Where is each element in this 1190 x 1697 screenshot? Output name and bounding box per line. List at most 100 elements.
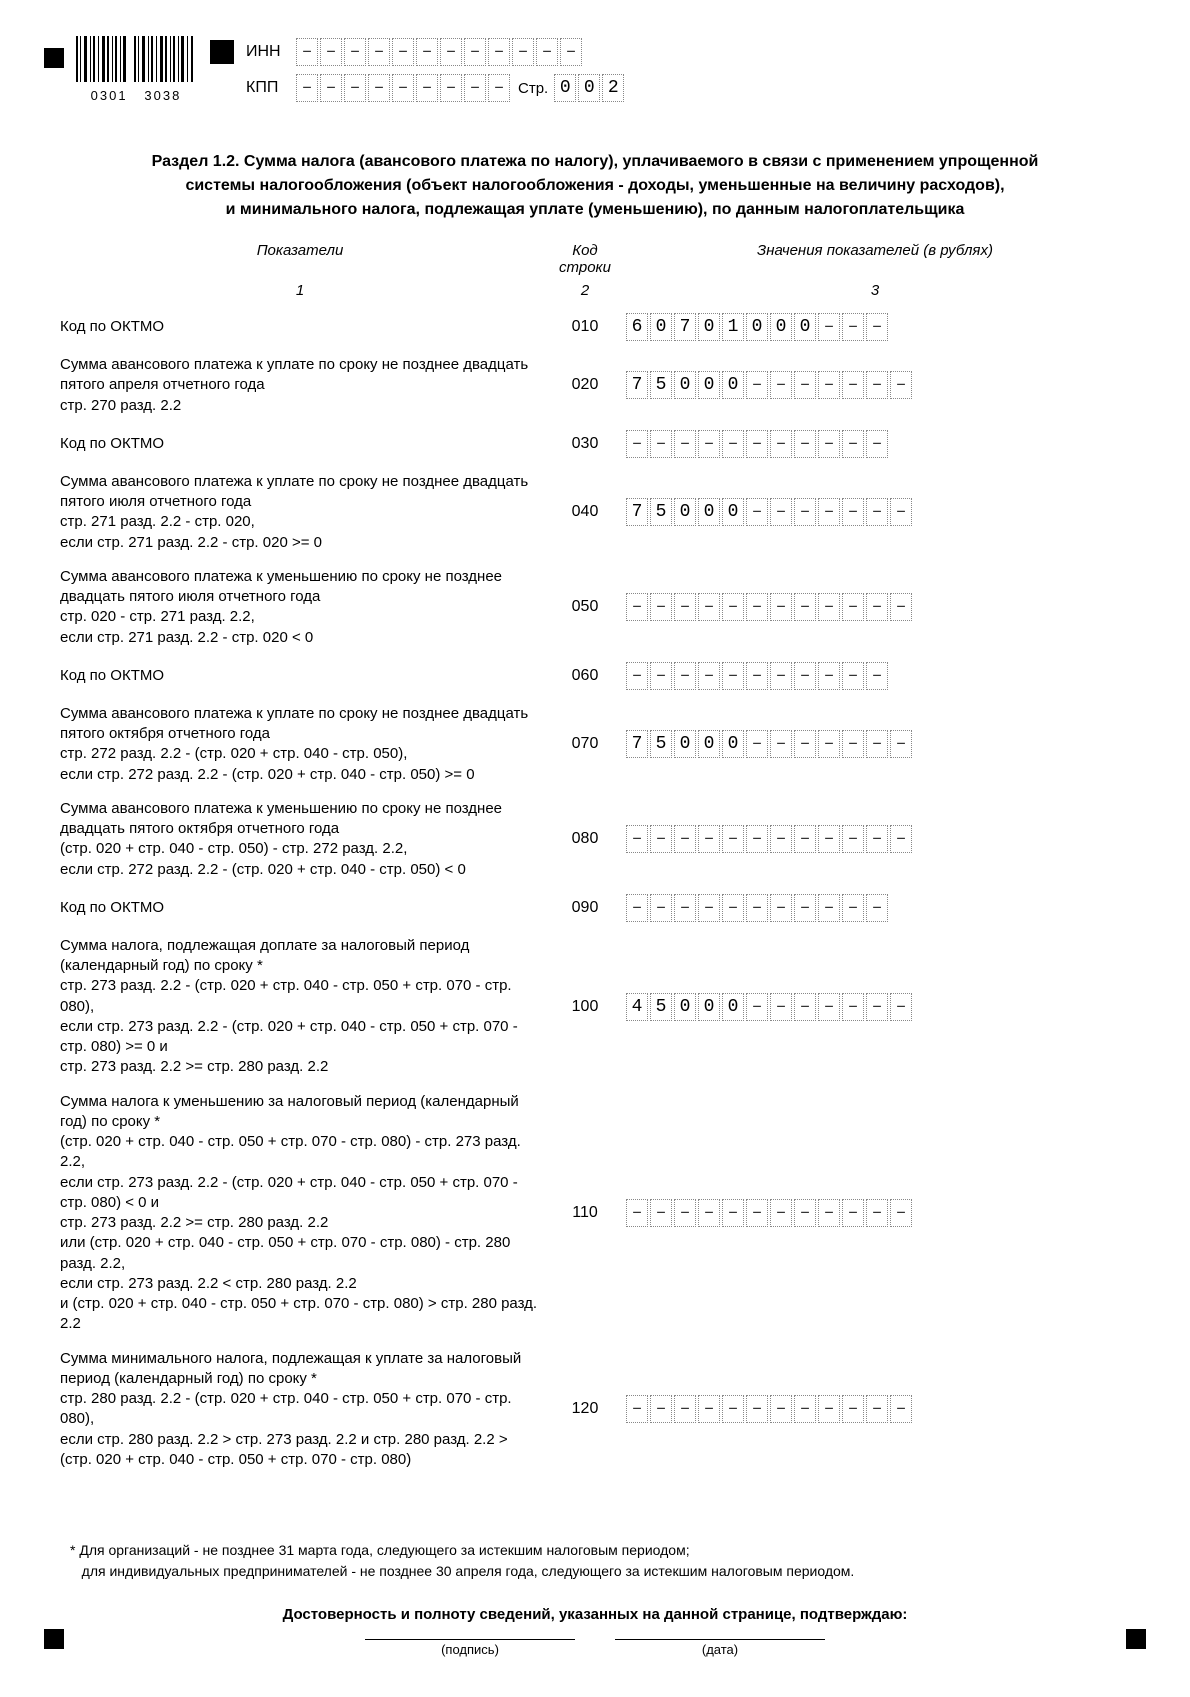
table-row: Код по ОКТМО030 bbox=[60, 430, 1130, 458]
kpp-label: КПП bbox=[246, 79, 296, 97]
table-row: Сумма авансового платежа к уплате по сро… bbox=[60, 355, 1130, 416]
cell: 5 bbox=[650, 993, 672, 1021]
cell bbox=[440, 74, 462, 102]
table-row: Сумма авансового платежа к уменьшению по… bbox=[60, 799, 1130, 880]
cell bbox=[866, 993, 888, 1021]
cell bbox=[842, 662, 864, 690]
corner-marker-br bbox=[1126, 1629, 1146, 1649]
kpp-cells bbox=[296, 74, 510, 102]
cell bbox=[674, 825, 696, 853]
th-sub1: 1 bbox=[60, 282, 550, 299]
footnote-l1: * Для организаций - не позднее 31 марта … bbox=[70, 1542, 690, 1558]
cell bbox=[650, 430, 672, 458]
cell: 4 bbox=[626, 993, 648, 1021]
row-value: 75000 bbox=[620, 498, 1130, 526]
cell bbox=[770, 593, 792, 621]
cell bbox=[866, 825, 888, 853]
cell bbox=[842, 993, 864, 1021]
cell bbox=[746, 894, 768, 922]
cell bbox=[650, 662, 672, 690]
cell bbox=[698, 430, 720, 458]
cell bbox=[320, 38, 342, 66]
row-description: Сумма минимального налога, подлежащая к … bbox=[60, 1349, 550, 1471]
cell bbox=[392, 38, 414, 66]
signature-label: (подпись) bbox=[441, 1642, 499, 1657]
cell bbox=[794, 430, 816, 458]
cell bbox=[674, 1199, 696, 1227]
table-row: Сумма налога, подлежащая доплате за нало… bbox=[60, 936, 1130, 1078]
cell bbox=[440, 38, 462, 66]
cell bbox=[794, 730, 816, 758]
cell bbox=[488, 38, 510, 66]
cell bbox=[866, 1199, 888, 1227]
cell bbox=[722, 430, 744, 458]
th-code: Код строки bbox=[550, 242, 620, 276]
signature-row: (подпись) (дата) bbox=[60, 1639, 1130, 1657]
section-title: Раздел 1.2. Сумма налога (авансового пла… bbox=[60, 150, 1130, 222]
cell bbox=[650, 1395, 672, 1423]
cell bbox=[818, 825, 840, 853]
cell: 0 bbox=[554, 74, 576, 102]
cell bbox=[842, 1199, 864, 1227]
cell bbox=[890, 371, 912, 399]
cell bbox=[698, 825, 720, 853]
cell: 0 bbox=[722, 993, 744, 1021]
cell bbox=[344, 74, 366, 102]
cell: 0 bbox=[698, 498, 720, 526]
cell bbox=[746, 430, 768, 458]
table-row: Сумма авансового платежа к уплате по сро… bbox=[60, 704, 1130, 785]
cell bbox=[626, 430, 648, 458]
cell bbox=[866, 730, 888, 758]
row-description: Сумма налога к уменьшению за налоговый п… bbox=[60, 1092, 550, 1335]
cell bbox=[794, 662, 816, 690]
cell bbox=[818, 498, 840, 526]
cell bbox=[818, 313, 840, 341]
cell bbox=[842, 371, 864, 399]
page-label: Стр. bbox=[518, 80, 548, 97]
cell bbox=[818, 1395, 840, 1423]
row-code: 030 bbox=[550, 435, 620, 453]
cell bbox=[746, 993, 768, 1021]
cell bbox=[794, 825, 816, 853]
cell bbox=[674, 662, 696, 690]
cell bbox=[818, 993, 840, 1021]
cell bbox=[416, 74, 438, 102]
inn-cells bbox=[296, 38, 582, 66]
cell: 0 bbox=[578, 74, 600, 102]
row-code: 050 bbox=[550, 598, 620, 616]
cell bbox=[794, 593, 816, 621]
row-value bbox=[620, 894, 1130, 922]
row-value bbox=[620, 1395, 1130, 1423]
cell bbox=[818, 430, 840, 458]
cell: 0 bbox=[698, 730, 720, 758]
cell: 7 bbox=[626, 498, 648, 526]
table-header: Показатели Код строки Значения показател… bbox=[60, 242, 1130, 276]
row-value bbox=[620, 1199, 1130, 1227]
row-code: 100 bbox=[550, 998, 620, 1016]
cell bbox=[674, 593, 696, 621]
cell bbox=[746, 825, 768, 853]
row-value: 75000 bbox=[620, 371, 1130, 399]
cell bbox=[698, 593, 720, 621]
cell bbox=[770, 993, 792, 1021]
cell bbox=[818, 593, 840, 621]
row-description: Код по ОКТМО bbox=[60, 434, 550, 454]
row-value: 60701000 bbox=[620, 313, 1130, 341]
cell bbox=[842, 825, 864, 853]
cell bbox=[722, 1395, 744, 1423]
cell bbox=[818, 730, 840, 758]
cell bbox=[746, 1395, 768, 1423]
row-description: Сумма авансового платежа к уплате по сро… bbox=[60, 704, 550, 785]
cell bbox=[296, 74, 318, 102]
table-row: Сумма налога к уменьшению за налоговый п… bbox=[60, 1092, 1130, 1335]
cell bbox=[368, 38, 390, 66]
cell bbox=[890, 593, 912, 621]
cell bbox=[794, 894, 816, 922]
cell bbox=[890, 993, 912, 1021]
cell bbox=[698, 894, 720, 922]
barcode-block: 0301 3038 bbox=[76, 36, 196, 103]
row-description: Сумма авансового платежа к уплате по сро… bbox=[60, 355, 550, 416]
cell: 0 bbox=[794, 313, 816, 341]
title-l3: и минимального налога, подлежащая уплате… bbox=[226, 201, 965, 218]
cell bbox=[416, 38, 438, 66]
